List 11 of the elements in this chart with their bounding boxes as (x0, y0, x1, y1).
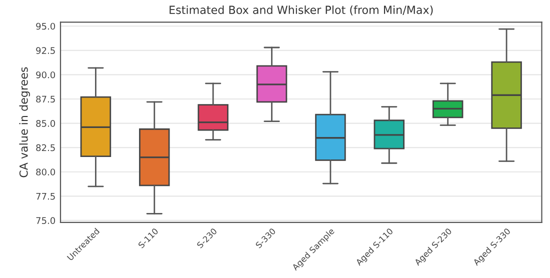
y-tick-label: 87.5 (36, 96, 55, 103)
y-tick-label: 75.0 (36, 217, 56, 224)
y-tick-label: 92.5 (36, 47, 55, 54)
chart-title: Estimated Box and Whisker Plot (from Min/Max) (170, 5, 433, 16)
y-tick-label: 80.0 (36, 168, 56, 176)
y-tick-label: 95.0 (36, 22, 56, 30)
y-tick-label: 77.5 (36, 193, 55, 200)
y-tick-label: 90.0 (36, 71, 56, 78)
y-tick-label: 85.0 (36, 120, 56, 127)
y-tick-label: 82.5 (36, 144, 55, 152)
y-axis-title: CA value in degrees (19, 67, 30, 178)
